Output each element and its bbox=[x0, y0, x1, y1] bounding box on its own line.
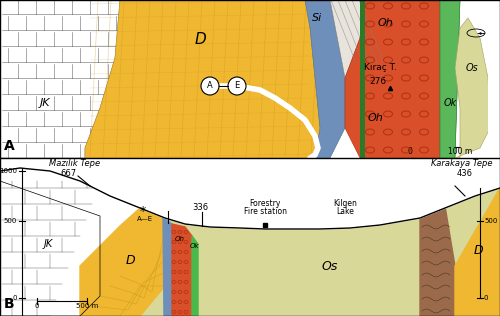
Text: Fire station: Fire station bbox=[244, 208, 286, 216]
Text: A: A bbox=[207, 82, 213, 90]
Polygon shape bbox=[360, 0, 365, 158]
Text: JK: JK bbox=[40, 98, 50, 108]
Polygon shape bbox=[305, 0, 345, 158]
Polygon shape bbox=[80, 208, 165, 316]
Text: 1000: 1000 bbox=[0, 168, 17, 174]
Text: *: * bbox=[140, 204, 146, 217]
Text: Lake: Lake bbox=[336, 208, 354, 216]
Text: Forestry: Forestry bbox=[250, 199, 280, 209]
Text: 500: 500 bbox=[484, 218, 498, 224]
Polygon shape bbox=[0, 158, 500, 229]
Text: Mazılık Tepe: Mazılık Tepe bbox=[50, 160, 100, 168]
Text: Oh: Oh bbox=[175, 236, 185, 242]
Text: 500 m: 500 m bbox=[76, 303, 98, 309]
Polygon shape bbox=[455, 18, 490, 158]
Text: E: E bbox=[234, 82, 240, 90]
Text: Oh: Oh bbox=[367, 113, 383, 123]
Text: Kıraç T.: Kıraç T. bbox=[364, 64, 396, 72]
Text: Os: Os bbox=[322, 259, 338, 272]
Text: 0: 0 bbox=[408, 147, 412, 156]
Text: 500: 500 bbox=[4, 218, 17, 224]
Polygon shape bbox=[0, 158, 500, 229]
Text: 336: 336 bbox=[192, 204, 208, 212]
Text: Kilgen: Kilgen bbox=[333, 199, 357, 209]
Polygon shape bbox=[440, 0, 460, 158]
Text: 0: 0 bbox=[12, 295, 17, 301]
Text: Oh: Oh bbox=[377, 18, 393, 28]
Circle shape bbox=[201, 77, 219, 95]
Text: B: B bbox=[4, 297, 14, 311]
Polygon shape bbox=[140, 208, 500, 316]
Text: D: D bbox=[194, 33, 206, 47]
Text: 0: 0 bbox=[484, 295, 488, 301]
Polygon shape bbox=[360, 0, 367, 158]
Polygon shape bbox=[420, 206, 455, 316]
Text: 276: 276 bbox=[370, 77, 386, 87]
Bar bbox=[488, 0, 500, 158]
Polygon shape bbox=[440, 0, 460, 158]
Polygon shape bbox=[0, 0, 120, 158]
Text: Ok: Ok bbox=[189, 243, 199, 249]
Polygon shape bbox=[85, 0, 330, 158]
Text: Karakaya Tepe: Karakaya Tepe bbox=[431, 160, 493, 168]
Text: Ok: Ok bbox=[444, 98, 456, 108]
Text: 100 m: 100 m bbox=[448, 147, 472, 156]
Text: JK: JK bbox=[44, 239, 52, 249]
Text: 0: 0 bbox=[35, 303, 39, 309]
Text: 667: 667 bbox=[60, 168, 76, 178]
Polygon shape bbox=[330, 0, 365, 78]
Polygon shape bbox=[172, 224, 192, 316]
Polygon shape bbox=[345, 0, 440, 158]
Polygon shape bbox=[163, 218, 174, 316]
Text: 436: 436 bbox=[457, 168, 473, 178]
Polygon shape bbox=[0, 181, 100, 316]
Text: D: D bbox=[125, 254, 135, 268]
Text: Os: Os bbox=[466, 63, 478, 73]
Polygon shape bbox=[140, 188, 500, 316]
Text: Si: Si bbox=[312, 13, 322, 23]
Text: D: D bbox=[473, 245, 483, 258]
Polygon shape bbox=[192, 236, 198, 316]
Text: A—E: A—E bbox=[137, 216, 153, 222]
Polygon shape bbox=[455, 188, 500, 316]
Text: A: A bbox=[4, 139, 15, 153]
Circle shape bbox=[228, 77, 246, 95]
